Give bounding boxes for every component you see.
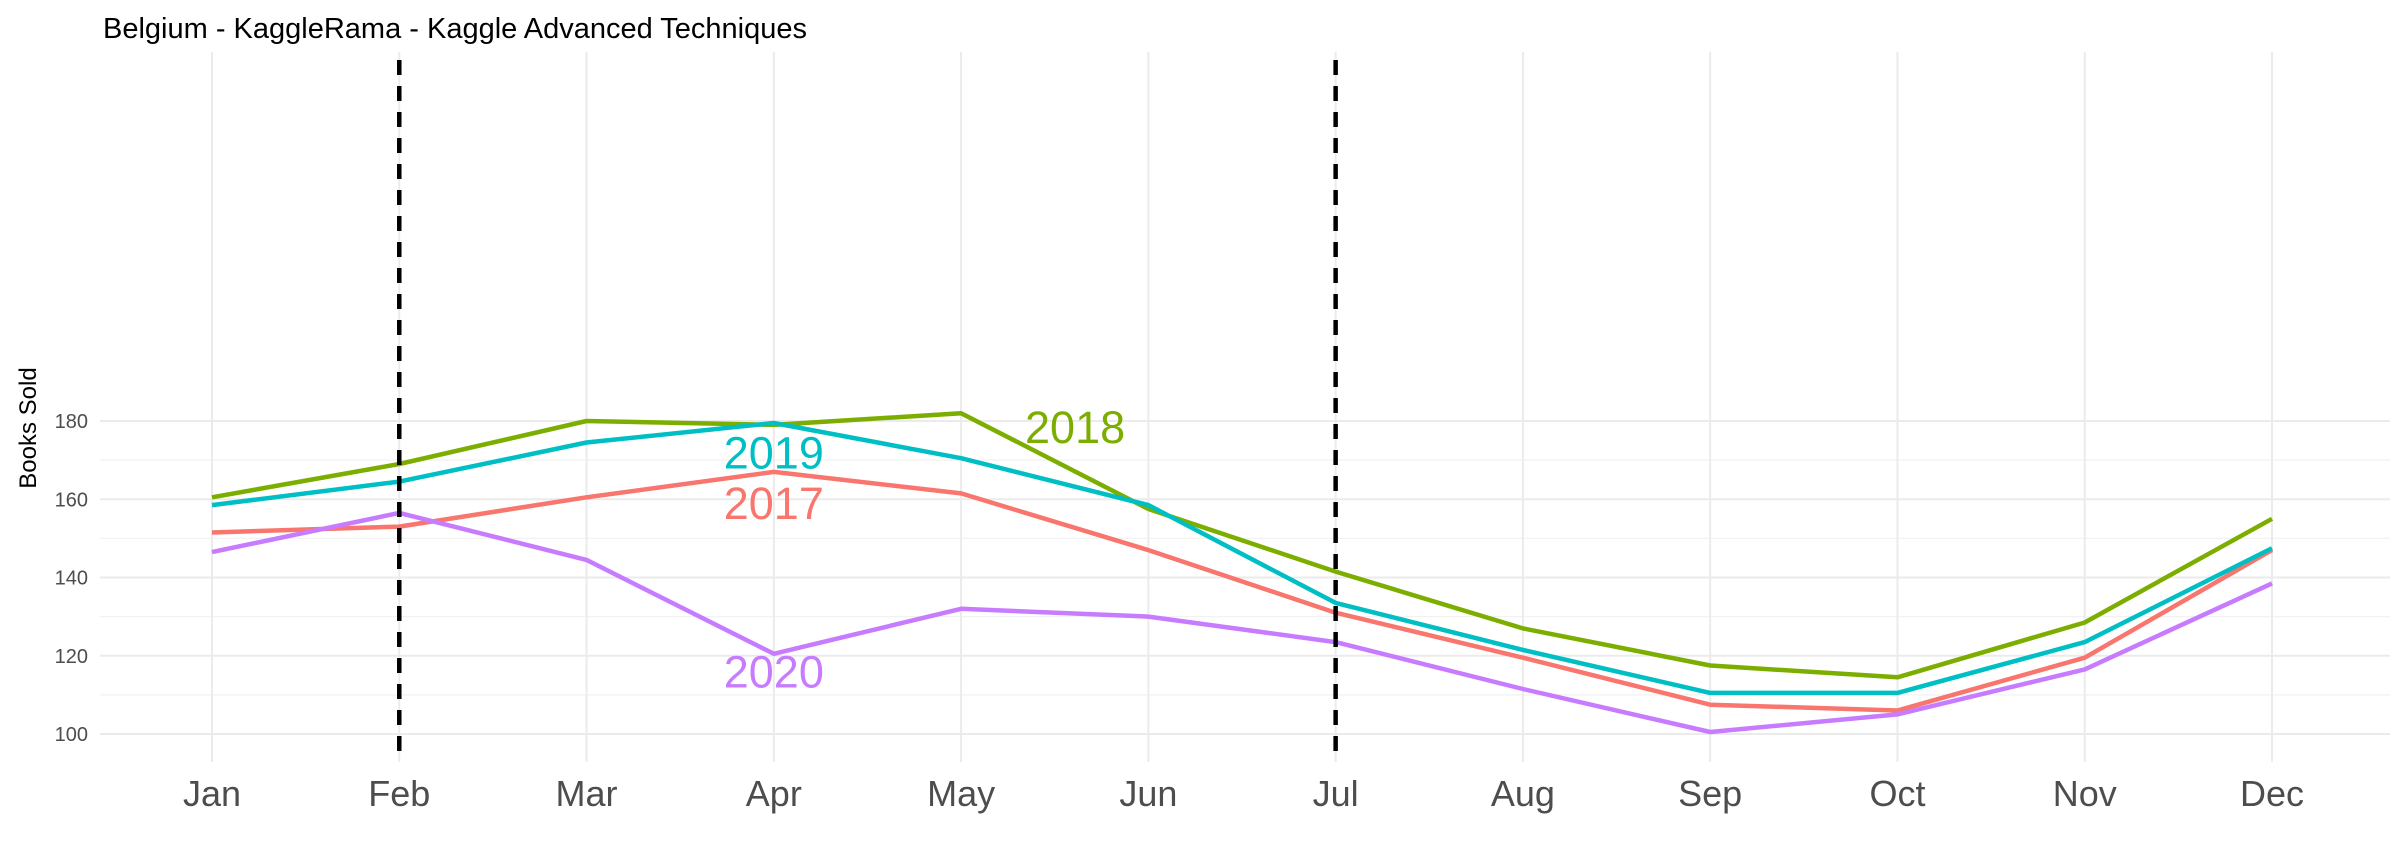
x-tick-label: Mar: [556, 773, 618, 814]
grid: [100, 52, 2390, 762]
y-tick-label: 160: [55, 489, 88, 511]
y-tick-label: 100: [55, 724, 88, 746]
series-line: [211, 510, 2273, 735]
y-tick-label: 140: [55, 568, 88, 590]
series-line: [211, 410, 2274, 680]
y-tick-label: 120: [55, 646, 88, 668]
y-axis-label: Books Sold: [15, 367, 42, 488]
series-label: 2019: [724, 427, 824, 478]
series-lines: [211, 410, 2274, 735]
x-tick-label: Dec: [2240, 773, 2304, 814]
chart-title: Belgium - KaggleRama - Kaggle Advanced T…: [103, 13, 807, 45]
x-tick-label: Aug: [1491, 773, 1555, 814]
x-tick-label: May: [927, 773, 995, 814]
series-label: 2018: [1025, 402, 1125, 453]
y-axis-ticks: 100 120 140 160 180: [55, 411, 88, 746]
x-tick-label: Oct: [1869, 773, 1925, 814]
series-line: [211, 469, 2274, 713]
x-axis-ticks: Jan Feb Mar Apr May Jun Jul Aug Sep Oct Nov Dec: [183, 773, 2304, 814]
reference-lines: [397, 60, 1338, 762]
x-tick-label: Nov: [2053, 773, 2117, 814]
series-label: 2017: [724, 478, 824, 529]
x-tick-label: Jan: [183, 773, 241, 814]
y-tick-label: 180: [55, 411, 88, 433]
x-tick-label: Sep: [1678, 773, 1742, 814]
series-line: [211, 420, 2274, 696]
x-tick-label: Apr: [746, 773, 802, 814]
x-tick-label: Feb: [368, 773, 430, 814]
x-tick-label: Jun: [1119, 773, 1177, 814]
x-tick-label: Jul: [1313, 773, 1359, 814]
series-labels: 2017 2018 2019 2020: [724, 402, 1125, 698]
series-label: 2020: [724, 646, 824, 697]
